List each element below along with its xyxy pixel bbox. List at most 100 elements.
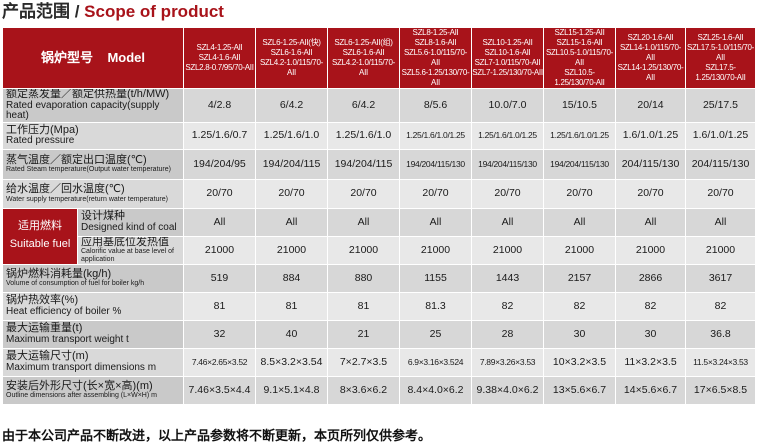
model-header-cell: SZL6-1.25-AII(组) SZL6-1.6-AII SZL4.2-1.0/1… xyxy=(327,27,400,89)
spec-label-cn: 最大运输尺寸(m) xyxy=(6,350,89,363)
model-name: SZL4-1.6-AII xyxy=(198,53,241,62)
spec-value: 82 xyxy=(471,291,544,321)
spec-value-text: 81 xyxy=(285,299,298,312)
spec-value: 194/204/115 xyxy=(255,148,328,180)
product-spec-table: 锅炉型号 Model SZL4-1.25-AII SZL4-1.6-AII SZL2… xyxy=(2,27,756,405)
spec-row: 蒸气温度／额定出口温度(℃) Rated Steam temperature(Ou… xyxy=(2,148,756,180)
model-name: SZL8-1.6-AII xyxy=(414,38,457,47)
spec-value: 21000 xyxy=(685,235,756,265)
spec-value: 194/204/115 xyxy=(327,148,400,180)
fuel-calorific-row: 应用基底位发热值 Calorific value at base level of… xyxy=(3,235,756,265)
spec-value-text: 194/204/115/130 xyxy=(550,158,609,169)
spec-value: 3617 xyxy=(685,263,756,293)
spec-value: 21000 xyxy=(615,235,686,265)
spec-value: All xyxy=(399,207,472,237)
spec-value-text: 20/14 xyxy=(637,98,664,111)
spec-value-text: 880 xyxy=(354,271,373,284)
spec-value-text: 21000 xyxy=(705,243,736,256)
fuel-label-en: Suitable fuel xyxy=(9,238,71,251)
spec-label-cn: 给水温度／回水温度(℃) xyxy=(6,183,125,196)
fuel-label-cn: 适用燃料 xyxy=(18,220,62,233)
spec-value-text: 21000 xyxy=(564,243,595,256)
model-name: SZL6-1.25-AII(组) xyxy=(334,38,393,47)
spec-value-text: All xyxy=(357,215,370,228)
page-title-cn: 产品范围 xyxy=(2,2,70,21)
model-name: SZL17.5-1.25/130/70-AII xyxy=(695,63,746,82)
spec-value: 1.25/1.6/1.0 xyxy=(255,121,328,150)
spec-value-text: 82 xyxy=(644,299,657,312)
model-header-cell: SZL4-1.25-AII SZL4-1.6-AII SZL2.8-0.7/95/7… xyxy=(183,27,256,89)
spec-value: 194/204/115/130 xyxy=(543,148,616,180)
spec-value: 40 xyxy=(255,319,328,349)
model-name: SZL5.6-1.0/115/70-AII xyxy=(404,48,467,67)
spec-row: 最大运输尺寸(m) Maximum transport dimensions m 7… xyxy=(2,347,756,377)
spec-value-text: 25 xyxy=(429,327,442,340)
spec-value: 82 xyxy=(543,291,616,321)
spec-value: 25/17.5 xyxy=(685,88,756,123)
spec-value: 20/70 xyxy=(615,178,686,209)
spec-value-text: 17×6.5×8.5 xyxy=(693,383,748,396)
spec-label-en: Water supply temperature(return water te… xyxy=(6,195,168,203)
spec-value-text: 21000 xyxy=(635,243,666,256)
spec-label: 最大运输尺寸(m) Maximum transport dimensions m xyxy=(2,347,184,377)
spec-value: 1.6/1.0/1.25 xyxy=(615,121,686,150)
spec-label: 额定蒸发量／额定供热量(t/h/MW) Rated evaporation cap… xyxy=(2,88,184,123)
spec-value: 20/70 xyxy=(543,178,616,209)
spec-value-text: 81 xyxy=(357,299,370,312)
spec-value: 7×2.7×3.5 xyxy=(327,347,400,377)
spec-value: All xyxy=(471,207,544,237)
spec-row: 最大运输重量(t) Maximum transport weight t 32 40 2… xyxy=(2,319,756,349)
spec-label-en: Rated pressure xyxy=(6,135,75,147)
spec-value: 1.25/1.6/1.0/1.25 xyxy=(471,121,544,150)
model-name: SZL10-1.25-AII xyxy=(482,38,533,47)
spec-value-text: 36.8 xyxy=(710,327,731,340)
page-title: 产品范围 / Scope of product xyxy=(2,1,224,23)
footer-note: 由于本公司产品不断改进，以上产品参数将不断更新，本页所列仅供参考。 xyxy=(2,428,432,443)
spec-value-text: 1.6/1.0/1.25 xyxy=(692,129,749,142)
spec-value-text: 6/4.2 xyxy=(279,98,304,111)
spec-value: 36.8 xyxy=(685,319,756,349)
spec-value: 20/70 xyxy=(471,178,544,209)
spec-value-text: 194/204/115/130 xyxy=(406,158,465,169)
spec-value: 194/204/115/130 xyxy=(471,148,544,180)
header-row: 锅炉型号 Model SZL4-1.25-AII SZL4-1.6-AII SZL2… xyxy=(2,27,756,89)
spec-label: 锅炉燃料消耗量(kg/h) Volume of consumption of fu… xyxy=(2,263,184,293)
spec-label: 锅炉热效率(%) Heat efficiency of boiler % xyxy=(2,291,184,321)
spec-value: 6/4.2 xyxy=(327,88,400,123)
spec-label-cn: 最大运输重量(t) xyxy=(6,322,83,335)
spec-label: 最大运输重量(t) Maximum transport weight t xyxy=(2,319,184,349)
spec-row: 给水温度／回水温度(℃) Water supply temperature(ret… xyxy=(2,178,756,209)
coal-label-en: Designed kind of coal xyxy=(81,221,177,233)
spec-value: 1.25/1.6/1.0/1.25 xyxy=(399,121,472,150)
spec-value-text: 81.3 xyxy=(425,299,446,312)
spec-value-text: All xyxy=(644,215,657,228)
model-header-en: Model xyxy=(107,50,146,66)
spec-value-text: 20/70 xyxy=(206,187,233,200)
spec-row: 锅炉燃料消耗量(kg/h) Volume of consumption of fu… xyxy=(2,263,756,293)
spec-value: 204/115/130 xyxy=(615,148,686,180)
calorific-label: 应用基底位发热值 Calorific value at base level of… xyxy=(77,235,184,265)
spec-value-text: 1.25/1.6/1.0/1.25 xyxy=(406,130,465,141)
spec-value-text: 40 xyxy=(285,327,298,340)
spec-value-text: 519 xyxy=(210,271,229,284)
model-name: SZL14-1.25/130/70-AII xyxy=(617,63,684,82)
spec-value-text: 8/5.6 xyxy=(423,98,448,111)
spec-value: 4/2.8 xyxy=(183,88,256,123)
spec-value-text: 7.46×3.5×4.4 xyxy=(188,383,251,396)
spec-value-text: 10.0/7.0 xyxy=(488,98,527,111)
spec-value-text: 82 xyxy=(714,299,727,312)
spec-value: 2866 xyxy=(615,263,686,293)
spec-value: 28 xyxy=(471,319,544,349)
spec-value: 32 xyxy=(183,319,256,349)
model-name: SZL4-1.25-AII xyxy=(196,43,243,52)
spec-value-text: 1.25/1.6/1.0 xyxy=(335,129,392,142)
spec-value: 9.1×5.1×4.8 xyxy=(255,375,328,405)
spec-value: 21 xyxy=(327,319,400,349)
spec-value-text: 82 xyxy=(573,299,586,312)
fuel-coal-row: 适用燃料 Suitable fuel 设计煤种 Designed kind of co… xyxy=(2,207,756,265)
spec-value-text: 82 xyxy=(501,299,514,312)
spec-value-text: 204/115/130 xyxy=(691,157,750,170)
spec-value: 20/70 xyxy=(255,178,328,209)
spec-value: 21000 xyxy=(327,235,400,265)
model-name: SZL7-1.0/115/70-AII xyxy=(474,58,541,67)
